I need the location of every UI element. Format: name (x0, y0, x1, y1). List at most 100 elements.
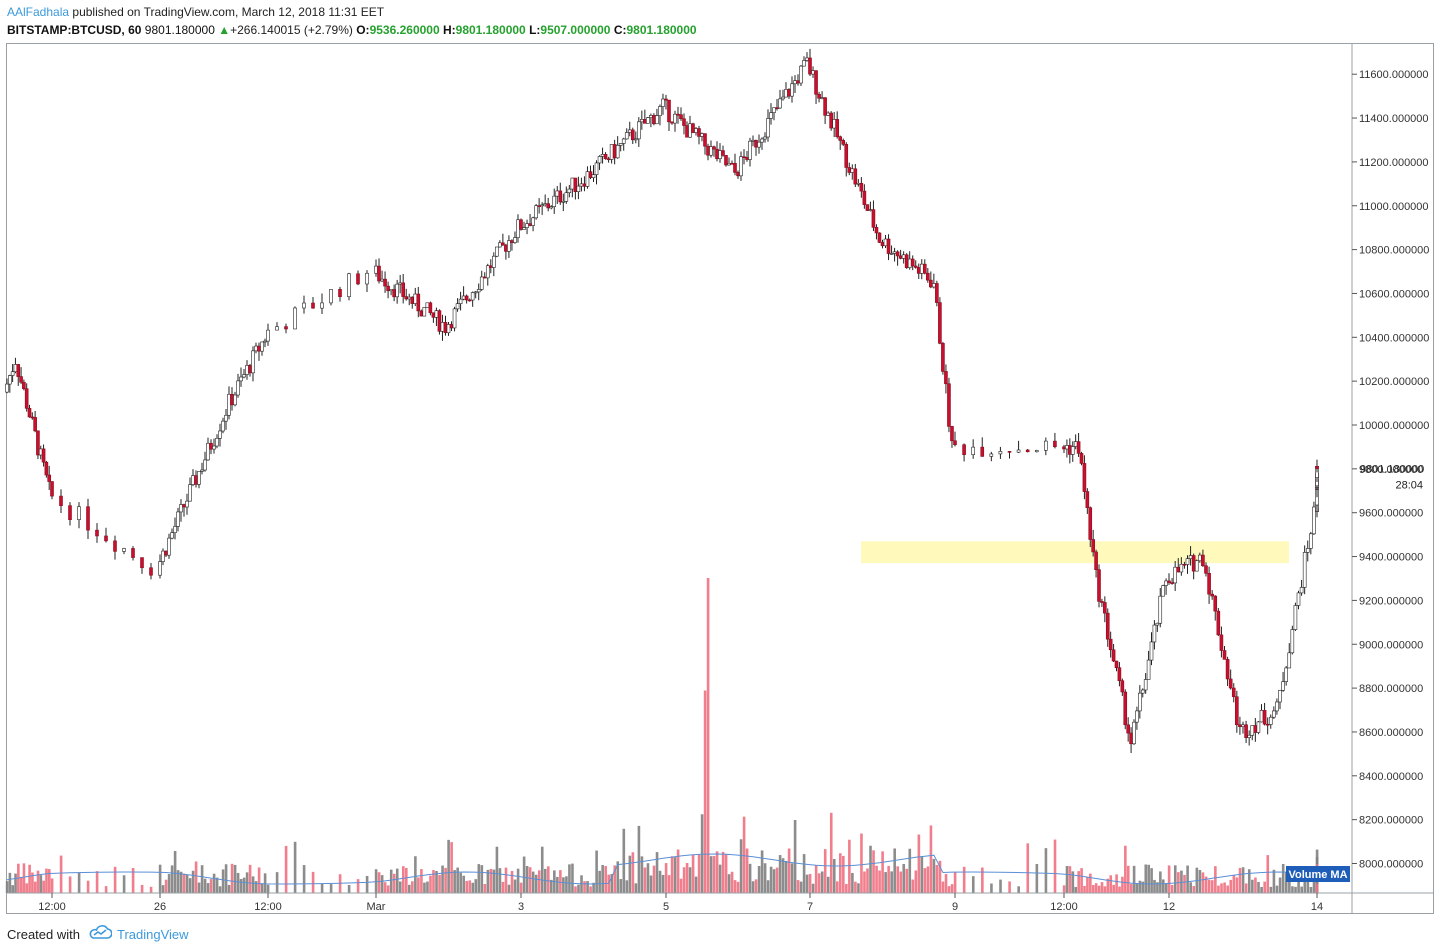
candle-up (640, 119, 644, 123)
candle-down (1120, 680, 1125, 693)
volume-bar (1238, 867, 1242, 893)
volume-bar (562, 877, 565, 893)
candle-up (191, 475, 195, 485)
candle-up (1250, 725, 1255, 736)
volume-bar (1126, 865, 1130, 893)
low-value: 9507.000000 (540, 23, 611, 37)
candle-up (302, 302, 306, 309)
candle-down (95, 529, 99, 537)
candle-up (585, 171, 590, 187)
candle-up (856, 182, 861, 185)
candle-down (68, 505, 72, 520)
volume-bar (86, 880, 90, 893)
candle-down (1129, 732, 1133, 745)
candle-down (715, 148, 719, 160)
volume-bar (568, 864, 571, 893)
volume-bar (1207, 879, 1211, 893)
candle-down (416, 293, 421, 312)
candle-up (694, 128, 698, 133)
candle-down (392, 289, 396, 298)
candle-up (718, 150, 722, 160)
volume-bar (447, 839, 450, 893)
x-tick-label: 12:00 (38, 901, 66, 913)
candle-down (546, 203, 550, 209)
volume-bar (652, 865, 656, 893)
candle-up (329, 289, 333, 304)
candle-down (59, 495, 63, 506)
tradingview-link[interactable]: TradingView (116, 926, 189, 942)
volume-bar (167, 874, 171, 893)
candle-up (624, 132, 629, 140)
volume-bar (896, 866, 900, 893)
candle-down (1191, 555, 1196, 572)
candle-down (356, 273, 360, 285)
volume-bar (718, 864, 722, 893)
candle-up (8, 375, 12, 385)
volume-bar (839, 853, 842, 893)
candle-down (606, 158, 611, 161)
y-tick-label: 10800.000000 (1359, 245, 1429, 257)
volume-bar (1201, 872, 1205, 893)
volume-bar (408, 884, 411, 893)
volume-bar (1241, 867, 1245, 893)
volume-bar (1115, 874, 1118, 893)
candle-down (1097, 569, 1101, 602)
volume-bar (194, 861, 198, 893)
volume-bar (917, 834, 921, 893)
candle-up (727, 162, 731, 166)
candle-up (260, 341, 264, 352)
volume-bar (398, 881, 402, 893)
candle-down (113, 540, 117, 552)
candle-up (407, 296, 412, 300)
candle-up (1132, 721, 1136, 745)
candle-down (428, 302, 433, 314)
volume-bar (875, 865, 878, 893)
candle-down (1091, 539, 1095, 553)
candle-up (615, 145, 620, 159)
candle-up (1302, 552, 1307, 588)
volume-bar (640, 856, 644, 893)
volume-bar (380, 875, 384, 893)
volume-bar (1161, 879, 1165, 893)
candle-down (537, 205, 541, 207)
candle-down (1126, 724, 1130, 734)
candle-up (470, 292, 475, 301)
volume-bar (239, 878, 243, 893)
volume-bar (435, 871, 438, 893)
author-link[interactable]: AAlFadhala (7, 5, 70, 19)
candle-down (36, 430, 40, 456)
volume-bar (1147, 864, 1150, 893)
volume-bar (1266, 855, 1270, 893)
candle-up (646, 117, 650, 124)
candle-down (1207, 573, 1211, 595)
volume-bar (1103, 886, 1107, 893)
candle-down (691, 123, 695, 133)
volume-bar (748, 863, 752, 893)
candle-up (495, 246, 499, 257)
candle-down (1007, 451, 1012, 453)
volume-bar (495, 846, 499, 893)
volume-bar (5, 881, 9, 893)
candle-down (19, 376, 23, 383)
volume-bar (769, 866, 773, 893)
volume-bar (522, 856, 526, 893)
candle-down (667, 99, 671, 123)
volume-bar (1210, 880, 1214, 893)
volume-bar (1272, 869, 1276, 893)
x-tick-label: 12:00 (1050, 901, 1078, 913)
volume-bar (1186, 865, 1189, 893)
candle-down (886, 238, 891, 254)
candle-up (1016, 449, 1021, 453)
volume-bar (778, 855, 782, 893)
volume-bar (25, 883, 29, 893)
candle-up (998, 451, 1003, 455)
candle-down (1076, 441, 1081, 454)
candle-up (122, 548, 126, 552)
volume-bar (953, 872, 957, 893)
volume-bar (863, 871, 866, 893)
volume-bar (45, 868, 48, 893)
volume-bar (1309, 886, 1313, 893)
volume-bar (504, 867, 508, 893)
volume-bar (1159, 871, 1162, 893)
